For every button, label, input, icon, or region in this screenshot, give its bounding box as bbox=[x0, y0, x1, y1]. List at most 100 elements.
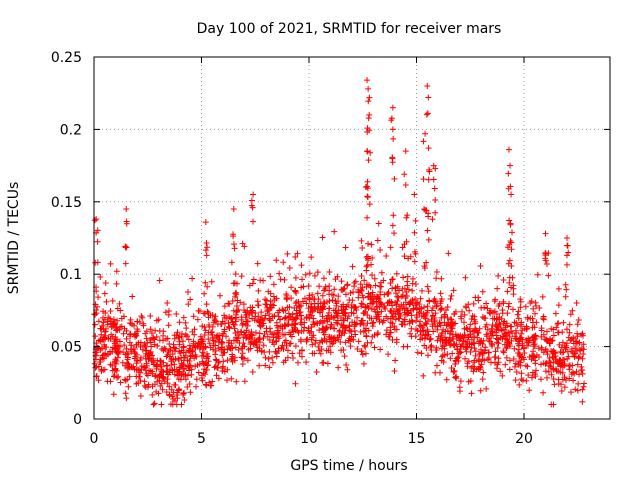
data-point bbox=[334, 310, 341, 317]
data-point bbox=[308, 304, 315, 311]
data-point bbox=[517, 304, 524, 311]
data-point bbox=[236, 332, 243, 339]
data-point bbox=[401, 321, 408, 328]
data-point bbox=[280, 259, 287, 266]
x-tick-label: 5 bbox=[197, 431, 206, 447]
data-point bbox=[156, 277, 163, 284]
data-point bbox=[165, 311, 172, 318]
data-point bbox=[358, 300, 365, 307]
data-point bbox=[338, 321, 345, 328]
data-point bbox=[361, 277, 368, 284]
data-point bbox=[366, 201, 373, 208]
data-point bbox=[347, 328, 354, 335]
data-point bbox=[364, 194, 371, 201]
data-point bbox=[114, 305, 121, 312]
data-point bbox=[562, 293, 569, 300]
data-point bbox=[144, 384, 151, 391]
data-point bbox=[364, 214, 371, 221]
data-point bbox=[322, 285, 329, 292]
data-point bbox=[91, 321, 98, 328]
data-point bbox=[362, 183, 369, 190]
data-point bbox=[200, 344, 207, 351]
data-point bbox=[459, 308, 466, 315]
data-point bbox=[233, 302, 240, 309]
data-point bbox=[546, 355, 553, 362]
data-point bbox=[235, 346, 242, 353]
data-point bbox=[465, 334, 472, 341]
data-point bbox=[233, 289, 240, 296]
data-point bbox=[109, 348, 116, 355]
data-point bbox=[354, 314, 361, 321]
data-point bbox=[139, 314, 146, 321]
data-point bbox=[210, 319, 217, 326]
data-point bbox=[137, 393, 144, 400]
data-point bbox=[413, 304, 420, 311]
data-point bbox=[559, 339, 566, 346]
data-point bbox=[548, 371, 555, 378]
x-tick-label: 10 bbox=[300, 431, 318, 447]
data-point bbox=[514, 322, 521, 329]
data-point bbox=[242, 309, 249, 316]
data-point bbox=[479, 288, 486, 295]
data-point bbox=[468, 336, 475, 343]
data-point bbox=[507, 162, 514, 169]
data-point bbox=[204, 283, 211, 290]
data-point bbox=[538, 325, 545, 332]
data-point bbox=[429, 305, 436, 312]
data-point bbox=[347, 343, 354, 350]
data-point bbox=[365, 293, 372, 300]
data-point bbox=[272, 337, 279, 344]
data-point bbox=[443, 307, 450, 314]
data-point bbox=[509, 330, 516, 337]
data-point bbox=[566, 321, 573, 328]
data-point bbox=[288, 333, 295, 340]
data-point bbox=[474, 334, 481, 341]
data-point bbox=[519, 377, 526, 384]
data-point bbox=[418, 350, 425, 357]
data-point bbox=[364, 320, 371, 327]
data-point bbox=[240, 301, 247, 308]
data-point bbox=[289, 355, 296, 362]
data-point bbox=[430, 176, 437, 183]
data-point bbox=[224, 377, 231, 384]
data-point bbox=[366, 127, 373, 134]
data-point bbox=[409, 287, 416, 294]
data-point bbox=[564, 242, 571, 249]
data-point bbox=[458, 343, 465, 350]
data-point bbox=[411, 258, 418, 265]
data-point bbox=[471, 320, 478, 327]
data-point bbox=[311, 272, 318, 279]
data-point bbox=[346, 322, 353, 329]
data-point bbox=[471, 365, 478, 372]
data-point bbox=[282, 337, 289, 344]
data-point bbox=[500, 333, 507, 340]
data-point bbox=[448, 364, 455, 371]
data-point bbox=[292, 254, 299, 261]
data-point bbox=[280, 331, 287, 338]
data-point bbox=[563, 286, 570, 293]
data-point bbox=[495, 272, 502, 279]
data-point bbox=[515, 308, 522, 315]
data-point bbox=[203, 301, 210, 308]
data-point bbox=[284, 295, 291, 302]
data-point bbox=[417, 306, 424, 313]
data-point bbox=[203, 252, 210, 259]
data-point bbox=[123, 345, 130, 352]
data-point bbox=[107, 320, 114, 327]
data-point bbox=[279, 306, 286, 313]
data-point bbox=[129, 293, 136, 300]
y-tick-label: 0.2 bbox=[60, 122, 82, 138]
data-point bbox=[129, 321, 136, 328]
data-point bbox=[284, 250, 291, 257]
data-point bbox=[114, 354, 121, 361]
data-point bbox=[401, 171, 408, 178]
data-point bbox=[476, 363, 483, 370]
data-point bbox=[412, 295, 419, 302]
data-point bbox=[111, 321, 118, 328]
data-point bbox=[518, 376, 525, 383]
data-point bbox=[133, 360, 140, 367]
data-point bbox=[266, 337, 273, 344]
data-point bbox=[269, 359, 276, 366]
data-point bbox=[433, 303, 440, 310]
data-point bbox=[316, 283, 323, 290]
